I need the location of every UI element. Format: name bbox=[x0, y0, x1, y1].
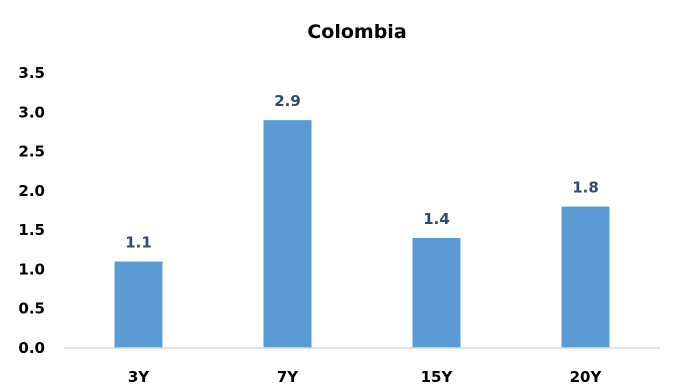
bars bbox=[114, 120, 610, 349]
y-axis-ticks: 0.0 0.5 1.0 1.5 2.0 2.5 3.0 3.5 bbox=[18, 64, 45, 357]
y-tick-label: 1.0 bbox=[18, 260, 45, 278]
bar-3y bbox=[114, 261, 163, 348]
data-label: 1.8 bbox=[572, 179, 599, 197]
data-label: 1.1 bbox=[125, 234, 152, 252]
y-tick-label: 3.0 bbox=[18, 103, 45, 121]
x-tick-label: 15Y bbox=[421, 368, 454, 385]
data-label: 1.4 bbox=[423, 210, 450, 228]
data-label: 2.9 bbox=[274, 92, 301, 110]
y-tick-label: 0.5 bbox=[18, 300, 45, 318]
y-tick-label: 0.0 bbox=[18, 339, 45, 357]
x-tick-label: 3Y bbox=[128, 368, 150, 385]
x-tick-label: 7Y bbox=[277, 368, 299, 385]
y-tick-label: 1.5 bbox=[18, 221, 45, 239]
bar-20y bbox=[561, 206, 610, 348]
y-tick-label: 2.5 bbox=[18, 143, 45, 161]
chart-title: Colombia bbox=[307, 21, 406, 43]
x-axis-ticks: 3Y 7Y 15Y 20Y bbox=[128, 368, 603, 385]
data-labels: 1.1 2.9 1.4 1.8 bbox=[125, 92, 599, 251]
bar-15y bbox=[412, 238, 461, 348]
x-tick-label: 20Y bbox=[570, 368, 603, 385]
bar-7y bbox=[263, 120, 312, 349]
y-tick-label: 2.0 bbox=[18, 182, 45, 200]
y-tick-label: 3.5 bbox=[18, 64, 45, 82]
